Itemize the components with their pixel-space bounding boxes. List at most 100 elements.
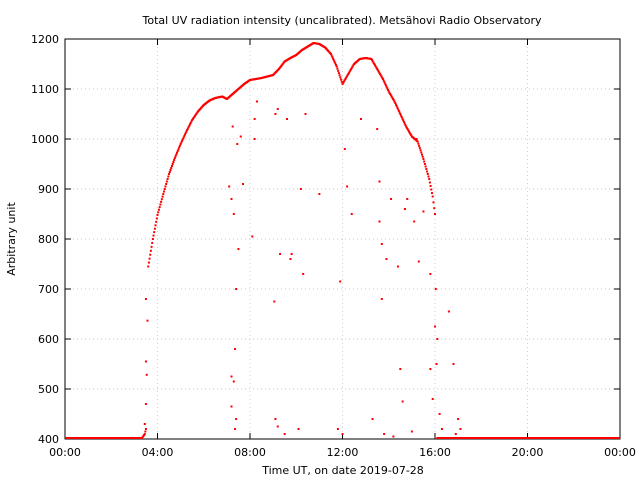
scatter-point bbox=[401, 400, 404, 403]
data-point bbox=[431, 195, 434, 198]
data-point bbox=[156, 214, 159, 216]
data-point bbox=[388, 91, 391, 94]
grid-layer bbox=[65, 39, 620, 439]
data-point bbox=[340, 80, 343, 83]
data-point bbox=[191, 119, 194, 121]
data-point bbox=[392, 98, 395, 100]
data-point bbox=[427, 175, 430, 178]
data-point bbox=[372, 61, 375, 64]
scatter-point bbox=[454, 433, 457, 435]
data-point bbox=[176, 151, 179, 154]
data-point bbox=[334, 63, 337, 66]
data-point bbox=[430, 188, 433, 191]
scatter-point bbox=[235, 288, 238, 290]
y-axis-label: Arbitrary unit bbox=[5, 202, 18, 276]
data-point bbox=[180, 141, 183, 144]
data-point bbox=[618, 437, 620, 439]
data-point bbox=[181, 139, 184, 142]
scatter-point bbox=[429, 368, 432, 370]
data-point bbox=[416, 140, 419, 143]
data-point bbox=[402, 120, 405, 123]
data-point bbox=[400, 114, 403, 117]
scatter-point bbox=[230, 405, 233, 408]
data-point bbox=[384, 82, 387, 85]
data-point bbox=[195, 112, 198, 115]
data-point bbox=[350, 66, 353, 69]
y-tick-label: 1000 bbox=[31, 133, 59, 146]
data-point bbox=[399, 113, 402, 115]
data-point bbox=[183, 135, 186, 138]
data-point bbox=[406, 128, 409, 130]
data-point bbox=[334, 62, 337, 65]
data-point bbox=[404, 123, 407, 126]
scatter-point bbox=[304, 113, 307, 115]
data-point bbox=[189, 123, 192, 126]
data-point bbox=[395, 105, 398, 108]
data-point bbox=[405, 126, 408, 129]
data-point bbox=[157, 208, 160, 211]
data-point bbox=[421, 155, 424, 158]
scatter-point bbox=[447, 310, 450, 313]
data-point bbox=[162, 193, 165, 195]
data-point bbox=[183, 133, 186, 136]
scatter-point bbox=[253, 138, 256, 140]
data-point bbox=[389, 93, 392, 95]
data-point bbox=[149, 253, 152, 256]
data-point bbox=[371, 60, 374, 63]
data-point bbox=[392, 99, 395, 102]
x-tick-label: 04:00 bbox=[142, 446, 174, 459]
data-point bbox=[182, 136, 185, 139]
scatter-point bbox=[343, 148, 346, 150]
data-point bbox=[342, 81, 345, 84]
data-point bbox=[176, 150, 179, 152]
scatter-point bbox=[457, 418, 460, 420]
data-point bbox=[343, 79, 346, 82]
data-point bbox=[402, 119, 405, 122]
scatter-point bbox=[233, 348, 236, 350]
data-point bbox=[186, 127, 189, 130]
data-point bbox=[348, 70, 351, 73]
scatter-point bbox=[228, 185, 231, 188]
data-point bbox=[196, 111, 199, 114]
data-point bbox=[164, 185, 167, 188]
data-point bbox=[185, 130, 188, 133]
y-tick-label: 1200 bbox=[31, 33, 59, 46]
data-point bbox=[433, 207, 436, 210]
data-point bbox=[376, 69, 379, 72]
data-point bbox=[160, 198, 163, 201]
data-point bbox=[154, 224, 157, 227]
data-point bbox=[345, 75, 348, 78]
data-point bbox=[193, 115, 196, 118]
data-point bbox=[375, 66, 378, 69]
scatter-point bbox=[274, 113, 277, 115]
data-point bbox=[423, 160, 426, 163]
data-point bbox=[178, 146, 181, 149]
data-point bbox=[408, 131, 411, 134]
data-point bbox=[376, 68, 379, 70]
chart-title: Total UV radiation intensity (uncalibrat… bbox=[142, 14, 542, 27]
scatter-point bbox=[383, 433, 386, 435]
data-point bbox=[396, 106, 399, 109]
data-point bbox=[155, 217, 158, 220]
data-point bbox=[381, 76, 384, 79]
data-point bbox=[424, 165, 427, 168]
data-point bbox=[428, 178, 431, 180]
y-tick-label: 900 bbox=[38, 183, 59, 196]
x-tick-label: 00:00 bbox=[49, 446, 81, 459]
tick-layer: 400 500 600 700 800 900 1000 1100 1200 00:00 04:00… bbox=[31, 33, 636, 459]
data-point bbox=[151, 241, 154, 244]
data-point bbox=[194, 114, 197, 117]
scatter-point bbox=[232, 213, 235, 215]
data-point bbox=[384, 84, 387, 87]
data-points bbox=[65, 42, 620, 439]
scatter-point bbox=[378, 220, 381, 223]
x-tick-label: 16:00 bbox=[419, 446, 451, 459]
scatter-point bbox=[274, 418, 277, 420]
data-point bbox=[419, 149, 422, 152]
data-point bbox=[391, 96, 394, 99]
scatter-point bbox=[415, 138, 418, 140]
data-point bbox=[426, 173, 429, 175]
scatter-point bbox=[434, 325, 436, 328]
scatter-point bbox=[144, 403, 147, 405]
data-point bbox=[331, 56, 334, 59]
